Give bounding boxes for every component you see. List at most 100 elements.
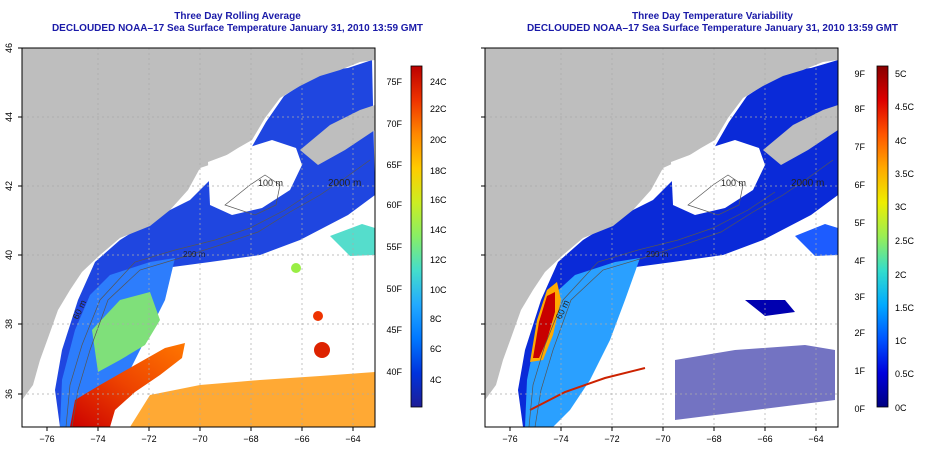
x-tick-label: −76 <box>39 434 54 444</box>
contour-label: 2000 m <box>328 178 361 189</box>
x-tick-label: −70 <box>655 434 670 444</box>
contour-label: 2000 m <box>791 178 824 189</box>
y-tick-label: 44 <box>4 112 14 122</box>
colorbar-label: 10C <box>430 285 447 295</box>
sst-variability-map-svg: 2000 m 100 m 200 m 60 m −76 −74 −72 −70 … <box>475 43 915 444</box>
colorbar-label: 50F <box>386 284 402 294</box>
colorbar-label: 2.5C <box>895 236 915 246</box>
y-tick-label: 42 <box>4 181 14 191</box>
colorbar <box>876 65 889 408</box>
y-tick-label: 44 <box>475 112 477 122</box>
colorbar-label: 16C <box>430 195 447 205</box>
panel-title: Three Day Rolling Average <box>174 11 301 22</box>
sst-average-panel: Three Day Rolling Average DECLOUDED NOAA… <box>4 11 447 444</box>
map-frame <box>484 47 839 428</box>
bathymetry-contour <box>224 174 281 216</box>
x-tick-label: −66 <box>294 434 309 444</box>
land-mass <box>763 105 838 165</box>
graticule <box>22 48 375 427</box>
colorbar-label: 4C <box>895 136 907 146</box>
sst-offshore-warm <box>130 372 375 427</box>
x-tick-label: −72 <box>141 434 156 444</box>
colorbar-label: 6F <box>854 180 865 190</box>
colorbar-label: 3F <box>854 292 865 302</box>
y-axis: 36 38 40 42 44 46 <box>4 43 22 399</box>
colorbar-celsius-labels: 5C 4.5C 4C 3.5C 3C 2.5C 2C 1.5C 1C 0.5C … <box>895 69 915 413</box>
colorbar-label: 1C <box>895 336 907 346</box>
sst-average-map-svg: 2000 m 100 m 200 m 60 m −76 −74 −72 −70 … <box>4 43 447 444</box>
colorbar-label: 4C <box>430 375 442 385</box>
contour-label: 100 m <box>721 178 746 188</box>
x-tick-label: −68 <box>243 434 258 444</box>
bathymetry-contour <box>71 159 371 427</box>
colorbar-label: 1.5C <box>895 303 915 313</box>
cloud-area <box>671 140 765 215</box>
gulf-stream-edge <box>529 367 646 411</box>
colorbar-label: 4.5C <box>895 102 915 112</box>
x-tick-label: −72 <box>604 434 619 444</box>
colorbar-label: 3C <box>895 202 907 212</box>
variability-peak <box>533 292 555 358</box>
colorbar-label: 22C <box>430 104 447 114</box>
y-tick-label: 38 <box>475 319 477 329</box>
variability-patch <box>675 345 835 420</box>
y-tick-label: 40 <box>475 250 477 260</box>
variability-patch <box>745 300 795 316</box>
sst-gulf-stream <box>70 343 185 427</box>
colorbar-label: 14C <box>430 225 447 235</box>
sst-variability-panel: Three Day Temperature Variability DECLOU… <box>475 0 950 475</box>
warm-patch <box>330 224 375 256</box>
colorbar-label: 2F <box>854 328 865 338</box>
x-tick-label: −68 <box>706 434 721 444</box>
colorbar-label: 9F <box>854 69 865 79</box>
colorbar-label: 75F <box>386 77 402 87</box>
colorbar-label: 3.5C <box>895 169 915 179</box>
colorbar-label: 40F <box>386 367 402 377</box>
colorbar-label: 5C <box>895 69 907 79</box>
x-tick-label: −76 <box>502 434 517 444</box>
colorbar-label: 8F <box>854 104 865 114</box>
x-tick-label: −74 <box>553 434 568 444</box>
colorbar-label: 65F <box>386 160 402 170</box>
y-tick-label: 46 <box>4 43 14 53</box>
y-axis: 36 38 40 42 44 46 <box>475 43 485 399</box>
colorbar-label: 0C <box>895 403 907 413</box>
warm-eddy <box>313 311 323 321</box>
bathymetry-contour <box>528 191 776 427</box>
colorbar-label: 1F <box>854 366 865 376</box>
colorbar-label: 2C <box>895 270 907 280</box>
x-tick-label: −70 <box>192 434 207 444</box>
panel-subtitle: DECLOUDED NOAA–17 Sea Surface Temperatur… <box>526 23 899 34</box>
colorbar-celsius-labels: 24C 22C 20C 18C 16C 14C 12C 10C 8C 6C 4C <box>430 77 447 385</box>
colorbar-label: 7F <box>854 142 865 152</box>
y-tick-label: 46 <box>475 43 477 53</box>
colorbar-label: 4F <box>854 256 865 266</box>
colorbar-label: 5F <box>854 218 865 228</box>
x-tick-label: −66 <box>757 434 772 444</box>
sst-warm-slope <box>92 292 160 372</box>
contour-label: 100 m <box>258 178 283 188</box>
colorbar-label: 0F <box>854 404 865 414</box>
bathymetry-contour <box>534 159 834 427</box>
cloud-area <box>208 140 302 215</box>
y-tick-label: 36 <box>475 389 477 399</box>
contour-label: 200 m <box>183 250 206 259</box>
y-tick-label: 40 <box>4 250 14 260</box>
land-mass <box>300 105 375 165</box>
variability-patch <box>795 224 838 256</box>
x-tick-label: −64 <box>808 434 823 444</box>
colorbar-label: 55F <box>386 242 402 252</box>
colorbar-label: 45F <box>386 325 402 335</box>
warm-eddy <box>314 342 330 358</box>
panel-title: Three Day Temperature Variability <box>632 11 793 22</box>
colorbar-label: 18C <box>430 166 447 176</box>
contour-label: 200 m <box>646 250 669 259</box>
colorbar-label: 60F <box>386 200 402 210</box>
x-axis: −76 −74 −72 −70 −68 −66 −64 <box>502 427 824 444</box>
colorbar-fahrenheit-labels: 75F 70F 65F 60F 55F 50F 45F 40F <box>386 77 402 377</box>
graticule <box>485 48 838 427</box>
colorbar <box>410 65 423 408</box>
y-tick-label: 36 <box>4 389 14 399</box>
colorbar-label: 6C <box>430 344 442 354</box>
colorbar-label: 12C <box>430 255 447 265</box>
